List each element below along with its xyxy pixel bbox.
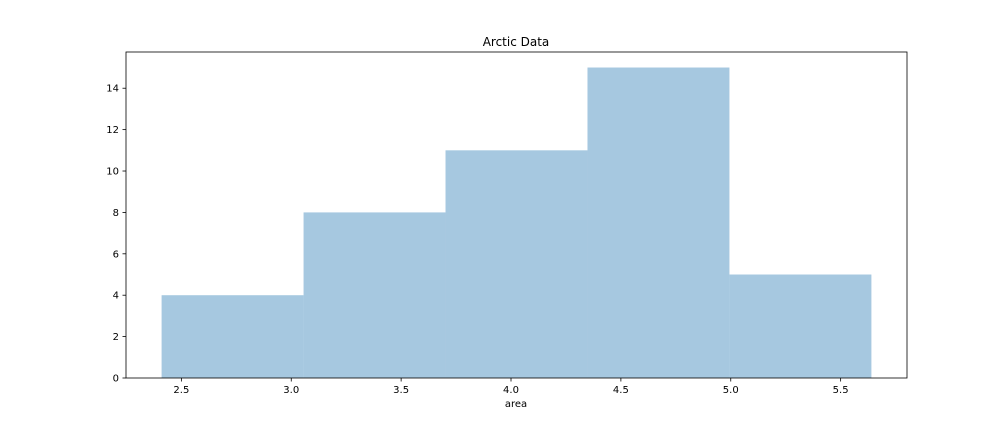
x-tick-label: 4.0 bbox=[503, 385, 519, 396]
x-axis-ticks: 2.5 3.0 3.5 4.0 4.5 5.0 5.5 bbox=[173, 378, 849, 396]
y-tick-label: 0 bbox=[113, 374, 119, 385]
histogram-bar bbox=[729, 274, 872, 378]
x-tick-label: 5.0 bbox=[723, 385, 739, 396]
x-tick-label: 3.0 bbox=[283, 385, 299, 396]
chart-title: Arctic Data bbox=[483, 35, 550, 49]
y-tick-label: 6 bbox=[113, 249, 119, 260]
x-tick-label: 4.5 bbox=[613, 385, 629, 396]
histogram-bar bbox=[445, 150, 588, 378]
y-tick-label: 14 bbox=[106, 84, 119, 95]
y-tick-label: 2 bbox=[113, 332, 119, 343]
histogram-bar bbox=[303, 212, 446, 378]
x-tick-label: 3.5 bbox=[393, 385, 409, 396]
x-tick-label: 2.5 bbox=[173, 385, 189, 396]
y-tick-label: 12 bbox=[106, 125, 119, 136]
y-axis-ticks: 0 2 4 6 8 10 12 14 bbox=[106, 84, 126, 385]
y-tick-label: 10 bbox=[106, 167, 119, 178]
histogram-bar bbox=[587, 67, 730, 379]
y-tick-label: 4 bbox=[113, 291, 119, 302]
plot-frame bbox=[125, 51, 908, 379]
x-axis-label: area bbox=[505, 399, 527, 410]
y-tick-label: 8 bbox=[113, 208, 119, 219]
x-tick-label: 5.5 bbox=[833, 385, 849, 396]
bars-group bbox=[161, 67, 872, 379]
histogram-bar bbox=[161, 295, 304, 378]
